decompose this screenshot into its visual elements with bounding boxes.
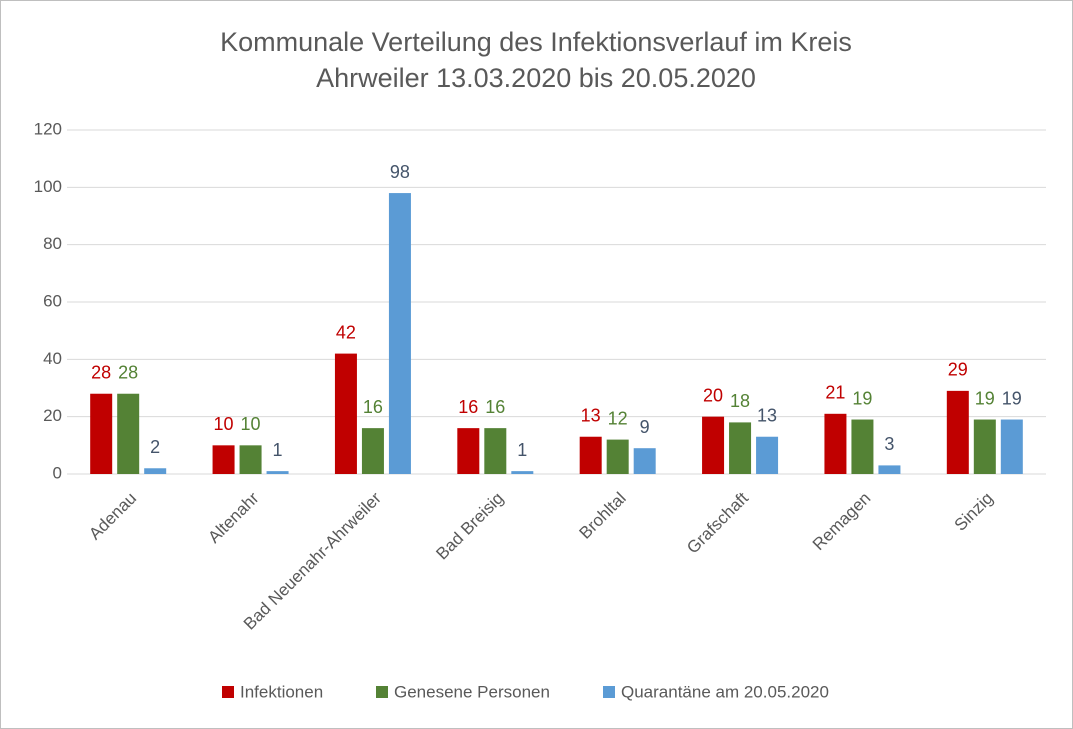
bar bbox=[361, 428, 384, 474]
y-tick-label: 120 bbox=[34, 119, 62, 138]
data-label: 19 bbox=[1002, 388, 1022, 408]
data-label: 28 bbox=[118, 362, 138, 382]
y-tick-label: 80 bbox=[43, 234, 62, 253]
legend-swatch bbox=[603, 686, 615, 698]
legend-label: Genesene Personen bbox=[394, 682, 550, 701]
data-label: 13 bbox=[581, 405, 601, 425]
legend-label: Quarantäne am 20.05.2020 bbox=[621, 682, 829, 701]
data-label: 42 bbox=[336, 322, 356, 342]
bar bbox=[334, 353, 357, 474]
data-label: 20 bbox=[703, 385, 723, 405]
y-tick-label: 20 bbox=[43, 406, 62, 425]
bar bbox=[973, 419, 996, 474]
data-label: 9 bbox=[640, 417, 650, 437]
bar bbox=[144, 468, 167, 474]
data-label: 12 bbox=[608, 408, 628, 428]
bar bbox=[1000, 419, 1023, 474]
legend-swatch bbox=[222, 686, 234, 698]
y-tick-label: 60 bbox=[43, 291, 62, 310]
data-label: 2 bbox=[150, 437, 160, 457]
bar bbox=[579, 436, 602, 474]
data-label: 19 bbox=[852, 388, 872, 408]
bar bbox=[702, 416, 725, 474]
data-label: 29 bbox=[948, 360, 968, 380]
bar bbox=[729, 422, 752, 474]
data-label: 10 bbox=[241, 414, 261, 434]
data-label: 16 bbox=[363, 397, 383, 417]
y-tick-label: 100 bbox=[34, 177, 62, 196]
bar bbox=[511, 471, 534, 474]
data-label: 98 bbox=[390, 162, 410, 182]
bar bbox=[851, 419, 874, 474]
data-label: 19 bbox=[975, 388, 995, 408]
data-label: 16 bbox=[485, 397, 505, 417]
data-label: 16 bbox=[458, 397, 478, 417]
data-label: 1 bbox=[517, 440, 527, 460]
bar bbox=[457, 428, 480, 474]
legend-label: Infektionen bbox=[240, 682, 323, 701]
bar bbox=[212, 445, 235, 474]
bar bbox=[946, 390, 969, 474]
data-label: 1 bbox=[273, 440, 283, 460]
data-label: 21 bbox=[825, 383, 845, 403]
bar bbox=[878, 465, 901, 474]
chart-title: Kommunale Verteilung des Infektionsverla… bbox=[220, 27, 852, 57]
y-tick-label: 40 bbox=[43, 349, 62, 368]
bar bbox=[266, 471, 289, 474]
legend-swatch bbox=[376, 686, 388, 698]
bar bbox=[239, 445, 262, 474]
data-label: 3 bbox=[884, 434, 894, 454]
bar bbox=[117, 393, 140, 474]
data-label: 10 bbox=[214, 414, 234, 434]
bar bbox=[606, 439, 629, 474]
data-label: 28 bbox=[91, 362, 111, 382]
bar bbox=[824, 413, 847, 474]
y-tick-label: 0 bbox=[53, 463, 62, 482]
data-label: 18 bbox=[730, 391, 750, 411]
bar bbox=[756, 436, 779, 474]
bar bbox=[90, 393, 113, 474]
chart-title: Ahrweiler 13.03.2020 bis 20.05.2020 bbox=[316, 63, 756, 93]
bar bbox=[633, 448, 656, 474]
bar bbox=[388, 193, 411, 475]
bar bbox=[484, 428, 507, 474]
data-label: 13 bbox=[757, 405, 777, 425]
